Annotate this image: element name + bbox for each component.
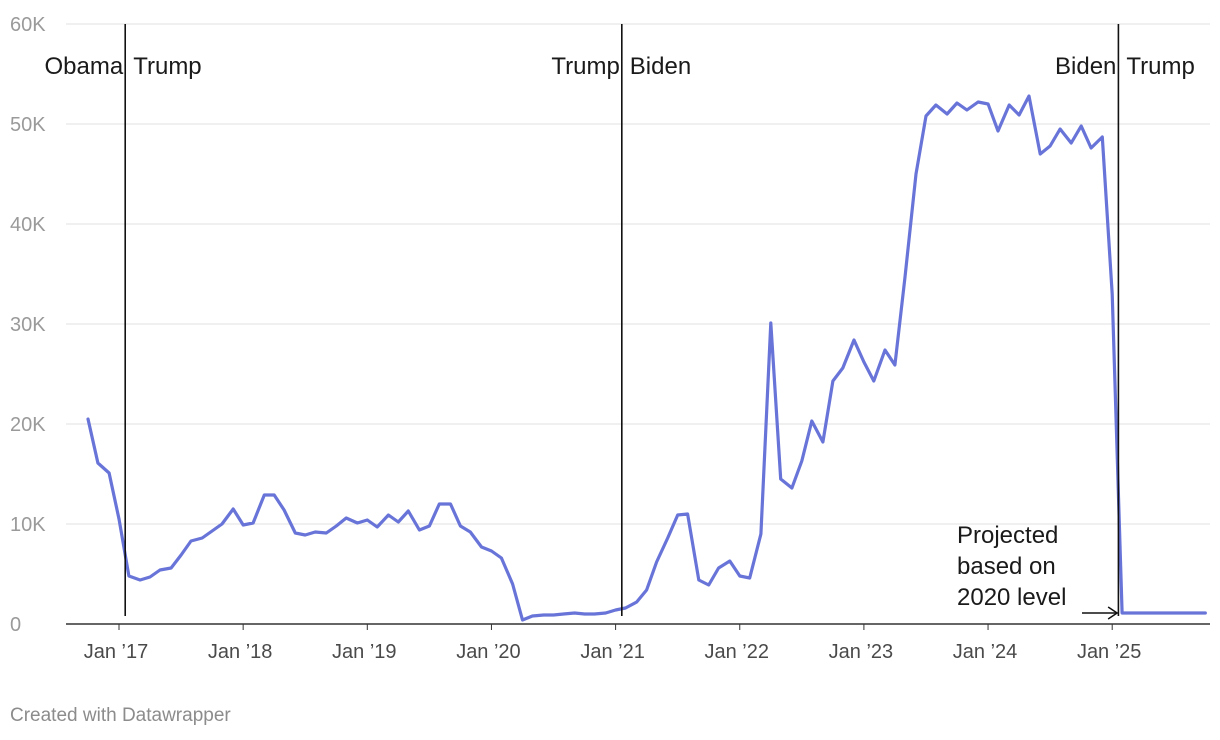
x-tick-label: Jan ’24 (953, 641, 1018, 663)
annotation-text: 2020 level (957, 584, 1066, 611)
y-tick-label: 30K (10, 314, 46, 336)
x-tick-label: Jan ’20 (456, 641, 521, 663)
annotation-text: Projected (957, 522, 1058, 549)
chart-credit[interactable]: Created with Datawrapper (10, 705, 231, 726)
y-tick-label: 60K (10, 14, 46, 36)
x-tick-label: Jan ’23 (829, 641, 894, 663)
x-tick-label: Jan ’19 (332, 641, 397, 663)
annotation-text: based on (957, 553, 1056, 580)
x-tick-label: Jan ’17 (84, 641, 149, 663)
era-label-before: Trump (551, 53, 619, 80)
series-line (86, 94, 1207, 622)
x-tick-label: Jan ’22 (705, 641, 770, 663)
y-tick-label: 10K (10, 514, 46, 536)
x-tick-label: Jan ’18 (208, 641, 273, 663)
y-tick-label: 0 (10, 614, 21, 636)
era-label-after: Biden (630, 53, 691, 80)
y-tick-label: 50K (10, 114, 46, 136)
era-label-before: Obama (45, 53, 124, 80)
annotation-arrowhead (1107, 606, 1119, 620)
y-tick-label: 20K (10, 414, 46, 436)
era-label-after: Trump (133, 53, 201, 80)
x-tick-label: Jan ’21 (580, 641, 645, 663)
x-tick-label: Jan ’25 (1077, 641, 1142, 663)
y-tick-label: 40K (10, 214, 46, 236)
era-label-before: Biden (1055, 53, 1116, 80)
era-label-after: Trump (1126, 53, 1194, 80)
